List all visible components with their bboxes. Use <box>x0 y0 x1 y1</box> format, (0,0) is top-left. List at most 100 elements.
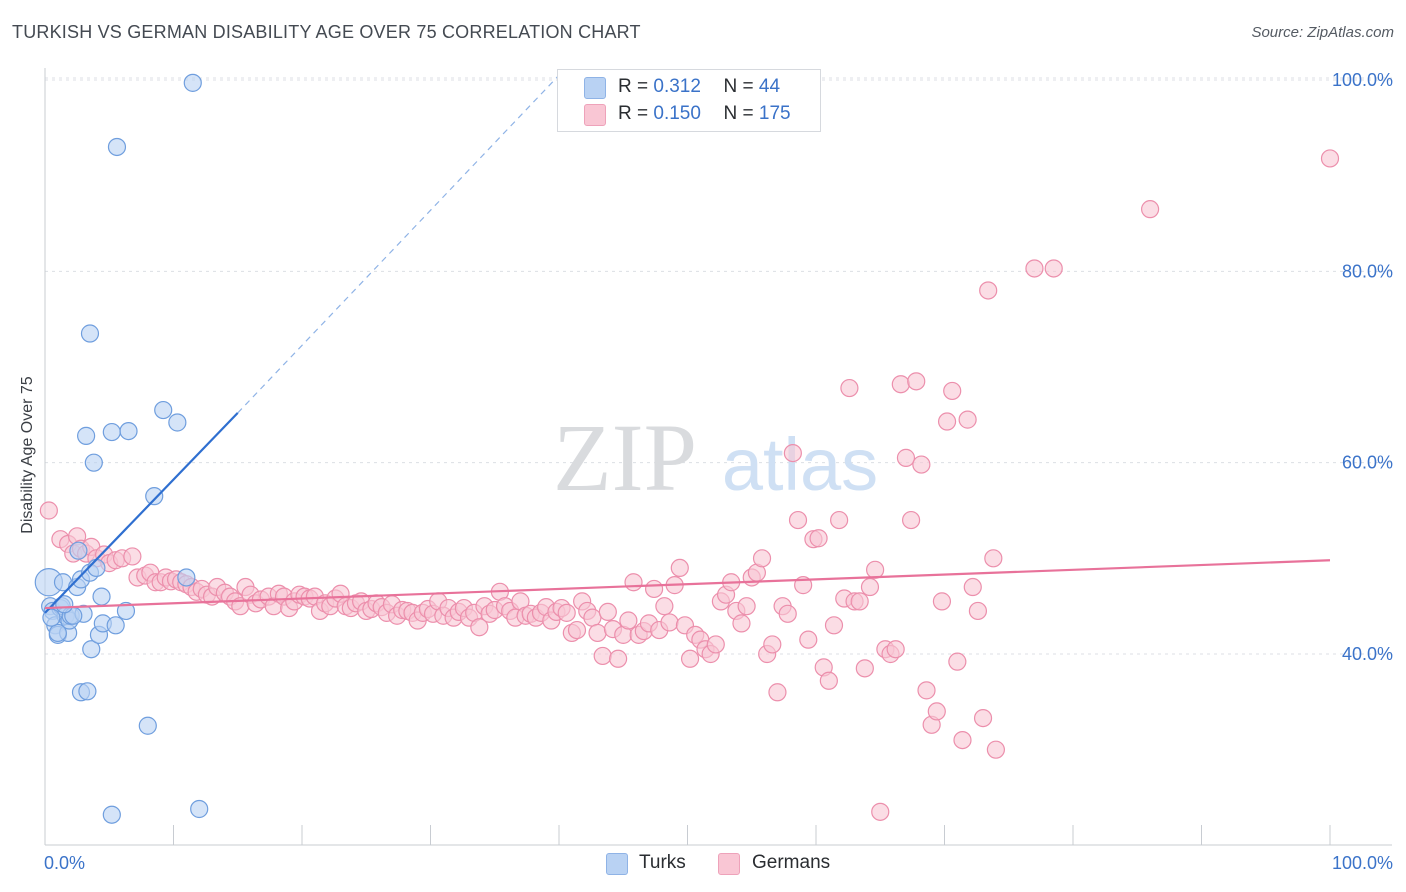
legend-n-value-germans: 175 <box>758 103 791 124</box>
legend-r-label: R = <box>618 76 649 97</box>
germans-point <box>850 592 869 611</box>
tick-labels: 40.0% 60.0% 80.0% 100.0% 0.0% 100.0% <box>44 70 1393 873</box>
germans-point <box>706 635 725 654</box>
germans-point <box>768 683 787 702</box>
germans-point <box>732 614 751 633</box>
turks-point <box>107 137 127 157</box>
germans-point <box>901 510 921 530</box>
germans-point <box>907 372 926 391</box>
germans-point <box>609 649 628 668</box>
turks-point <box>80 324 100 343</box>
legend-swatch-germans <box>584 104 606 126</box>
germans-point <box>763 635 782 654</box>
germans-point <box>912 455 931 474</box>
axes <box>44 68 1392 846</box>
germans-point <box>39 501 58 520</box>
germans-point <box>624 573 643 592</box>
y-tick-label: 60.0% <box>1342 453 1393 473</box>
germans-point <box>855 659 874 678</box>
trend-lines <box>44 74 1331 614</box>
turks-point <box>87 558 106 578</box>
germans-point <box>778 604 797 623</box>
legend-n-value-turks: 44 <box>758 76 781 97</box>
germans-point <box>896 448 916 467</box>
germans-point <box>123 547 142 566</box>
chart-title: TURKISH VS GERMAN DISABILITY AGE OVER 75… <box>12 22 641 42</box>
legend-r-label: R = <box>618 103 649 124</box>
turks-point <box>168 413 187 432</box>
legend-n-label: N = <box>723 103 754 124</box>
germans-point <box>963 577 982 597</box>
turks-point <box>92 587 111 606</box>
germans-point <box>886 640 905 659</box>
germans-point <box>824 616 844 635</box>
legend-swatch-turks <box>584 77 606 99</box>
germans-trend-line <box>44 559 1331 610</box>
germans-point <box>660 613 679 632</box>
turks-point <box>177 568 196 587</box>
turks-trend-line <box>44 412 239 614</box>
bottom-legend-label-turks: Turks <box>639 852 686 873</box>
germans-point <box>973 708 993 728</box>
turks-point <box>69 541 88 560</box>
germans-points <box>39 149 1340 821</box>
turks-point <box>119 421 138 441</box>
germans-point <box>783 444 802 463</box>
y-tick-label: 100.0% <box>1332 70 1393 90</box>
germans-point <box>917 681 936 700</box>
watermark: ZIP atlas <box>553 404 878 511</box>
germans-point <box>788 510 808 530</box>
germans-point <box>583 608 602 627</box>
turks-point <box>145 487 164 506</box>
germans-point <box>680 649 700 668</box>
germans-point <box>557 603 576 622</box>
legend-n-label: N = <box>723 76 754 97</box>
germans-point <box>1025 259 1044 278</box>
turks-point <box>116 601 136 621</box>
germans-point <box>958 410 977 429</box>
germans-point <box>799 630 818 649</box>
y-tick-label: 80.0% <box>1342 261 1393 281</box>
germans-point <box>937 412 957 431</box>
turks-point <box>84 453 103 472</box>
x-tick-label-max: 100.0% <box>1332 853 1393 873</box>
germans-point <box>819 671 838 690</box>
x-tick-label-min: 0.0% <box>44 853 85 873</box>
germans-point <box>593 646 612 666</box>
germans-point <box>984 549 1003 568</box>
source-credit: Source: ZipAtlas.com <box>1251 24 1394 41</box>
germans-point <box>953 730 972 750</box>
germans-point <box>1320 149 1340 168</box>
germans-point <box>932 592 952 611</box>
turks-point <box>102 422 121 442</box>
bottom-legend-swatch-turks <box>606 853 628 875</box>
legend: R = 0.312 N = 44 R = 0.150 N = 175 <box>557 69 821 132</box>
germans-point <box>840 378 859 398</box>
germans-point <box>737 597 756 616</box>
germans-point <box>948 652 967 671</box>
germans-point <box>619 611 638 630</box>
y-tick-label: 40.0% <box>1342 644 1393 664</box>
turks-points <box>34 73 209 824</box>
legend-r-value-turks: 0.312 <box>653 76 701 97</box>
germans-point <box>1044 259 1063 278</box>
turks-point <box>154 400 173 420</box>
germans-point <box>860 577 880 597</box>
turks-point <box>138 716 157 735</box>
germans-point <box>752 549 772 568</box>
germans-point <box>830 510 849 530</box>
turks-point <box>42 608 61 627</box>
turks-point <box>48 623 67 643</box>
turks-point <box>106 616 125 635</box>
germans-point <box>809 529 828 548</box>
turks-point <box>78 682 97 701</box>
bottom-legend-label-germans: Germans <box>752 852 831 873</box>
germans-point <box>598 602 617 622</box>
turks-point <box>82 640 101 659</box>
turks-point <box>77 426 96 445</box>
germans-point <box>588 623 607 643</box>
germans-point <box>567 620 587 640</box>
germans-point <box>927 702 946 721</box>
germans-point <box>655 597 674 616</box>
